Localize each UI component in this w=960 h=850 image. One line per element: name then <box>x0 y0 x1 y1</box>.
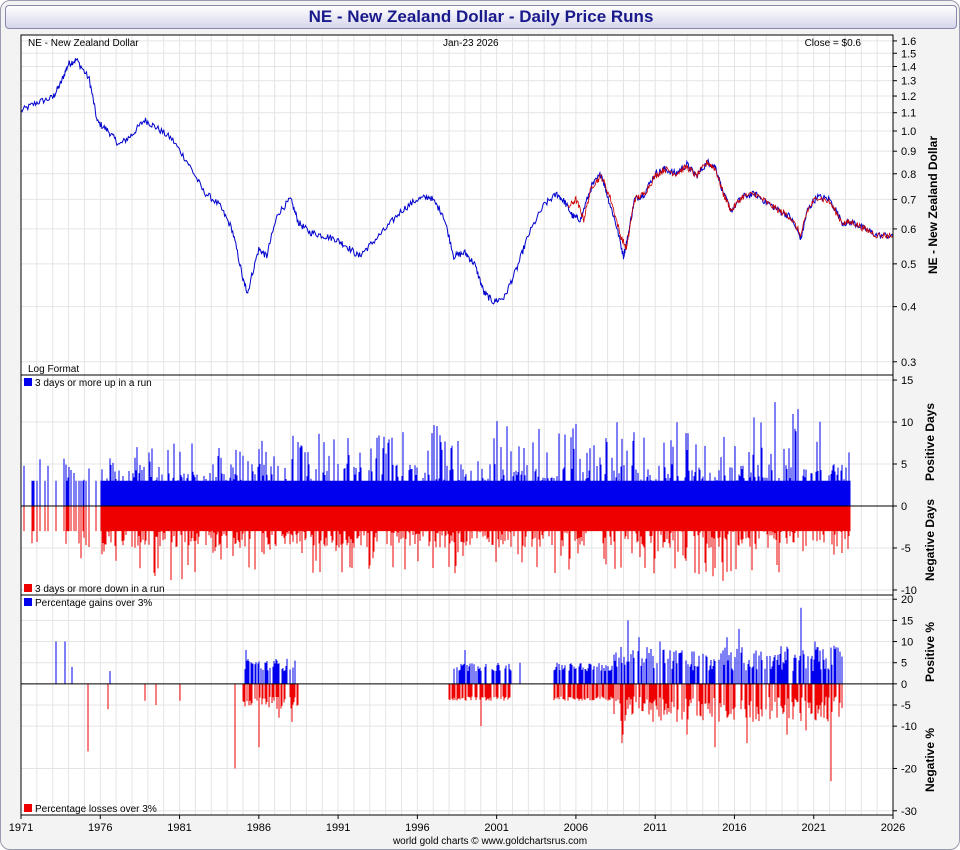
runs-y-tick-label: -5 <box>901 543 911 555</box>
footer-credit: world gold charts © www.goldchartsrus.co… <box>392 836 587 847</box>
price-y-tick-label: 1.1 <box>901 108 916 120</box>
loss-legend-swatch <box>24 804 32 812</box>
x-tick-label: 1981 <box>167 822 191 834</box>
price-y-tick-label: 0.4 <box>901 302 916 314</box>
price-y-tick-label: 1.4 <box>901 61 916 73</box>
percent-y-tick-label: -5 <box>901 700 911 712</box>
up-run-legend-swatch <box>24 378 32 386</box>
up-run-legend-label: 3 days or more up in a run <box>35 378 152 389</box>
runs-y-tick-label: 0 <box>901 501 907 513</box>
price-header-center: Jan-23 2026 <box>443 38 499 49</box>
x-tick-label: 1996 <box>405 822 429 834</box>
percent-y-tick-label: 5 <box>901 658 907 670</box>
price-y-tick-label: 1.0 <box>901 126 916 138</box>
percent-y-tick-label: 0 <box>901 679 907 691</box>
price-y-tick-label: 1.5 <box>901 48 916 60</box>
chart-title: NE - New Zealand Dollar - Daily Price Ru… <box>5 5 957 29</box>
price-y-axis-label: NE - New Zealand Dollar <box>926 136 940 274</box>
price-y-tick-label: 1.3 <box>901 76 916 88</box>
price-y-tick-label: 1.6 <box>901 36 916 48</box>
price-y-tick-label: 1.2 <box>901 91 916 103</box>
percent-y-axis-label-top: Positive % <box>923 622 937 682</box>
percent-y-tick-label: -20 <box>901 763 917 775</box>
percent-y-tick-label: -10 <box>901 721 917 733</box>
down-run-bars <box>23 505 851 581</box>
gain-bars <box>244 646 843 684</box>
loss-legend-label: Percentage losses over 3% <box>35 804 157 815</box>
percent-y-tick-label: 15 <box>901 615 913 627</box>
price-y-tick-label: 0.9 <box>901 146 916 158</box>
runs-y-axis-label-bottom: Negative Days <box>923 499 937 581</box>
down-run-legend-swatch <box>24 584 32 592</box>
price-y-tick-label: 0.5 <box>901 259 916 271</box>
x-tick-label: 2001 <box>484 822 508 834</box>
percent-y-tick-label: 20 <box>901 594 913 606</box>
up-run-bars <box>23 402 851 506</box>
x-tick-label: 2011 <box>643 822 667 834</box>
percent-y-tick-label: 10 <box>901 637 913 649</box>
price-y-tick-label: 0.7 <box>901 194 916 206</box>
runs-y-axis-label-top: Positive Days <box>923 403 937 481</box>
x-tick-label: 2021 <box>801 822 825 834</box>
panel-1-background <box>20 34 894 376</box>
gain-legend-label: Percentage gains over 3% <box>35 598 152 609</box>
percent-y-axis-label-bottom: Negative % <box>923 728 937 792</box>
down-run-legend-label: 3 days or more down in a run <box>35 584 165 595</box>
price-y-tick-label: 0.3 <box>901 357 916 369</box>
x-tick-label: 2006 <box>564 822 588 834</box>
gain-legend-swatch <box>24 598 32 606</box>
runs-y-tick-label: 15 <box>901 375 913 387</box>
x-tick-label: 1991 <box>326 822 350 834</box>
price-y-tick-label: 0.8 <box>901 169 916 181</box>
panel-1-hgrid <box>21 40 893 363</box>
runs-y-tick-label: 5 <box>901 459 907 471</box>
price-series-line-2 <box>567 160 894 250</box>
panel-3-border <box>20 594 894 816</box>
x-tick-label: 1971 <box>9 822 33 834</box>
percent-y-tick-label: -30 <box>901 806 917 818</box>
price-header-left: NE - New Zealand Dollar <box>28 38 139 49</box>
price-y-tick-label: 0.6 <box>901 224 916 236</box>
x-tick-label: 1986 <box>247 822 271 834</box>
runs-y-tick-label: 10 <box>901 417 913 429</box>
price-header-right: Close = $0.6 <box>805 38 862 49</box>
x-tick-label: 2016 <box>722 822 746 834</box>
price-scale-label: Log Format <box>28 364 79 375</box>
x-tick-label: 2026 <box>881 822 905 834</box>
runs-y-tick-label: -10 <box>901 585 917 597</box>
x-tick-label: 1976 <box>88 822 112 834</box>
